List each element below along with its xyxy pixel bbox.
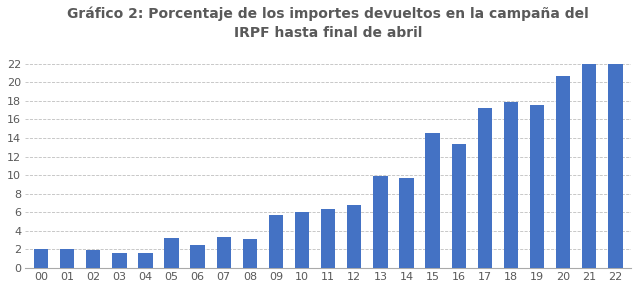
Bar: [347, 205, 362, 268]
Title: Gráfico 2: Porcentaje de los importes devueltos en la campaña del
IRPF hasta fin: Gráfico 2: Porcentaje de los importes de…: [68, 7, 589, 40]
Bar: [269, 215, 283, 268]
Bar: [504, 102, 518, 268]
Bar: [608, 64, 623, 268]
Bar: [295, 212, 309, 268]
Bar: [530, 105, 544, 268]
Bar: [242, 239, 257, 268]
Bar: [399, 178, 413, 268]
Bar: [216, 237, 231, 268]
Bar: [426, 133, 440, 268]
Bar: [556, 76, 570, 268]
Bar: [478, 108, 492, 268]
Bar: [60, 249, 74, 268]
Bar: [112, 253, 126, 268]
Bar: [452, 144, 466, 268]
Bar: [373, 176, 388, 268]
Bar: [582, 64, 597, 268]
Bar: [34, 249, 48, 268]
Bar: [321, 210, 336, 268]
Bar: [86, 250, 100, 268]
Bar: [165, 238, 179, 268]
Bar: [138, 253, 152, 268]
Bar: [191, 245, 205, 268]
